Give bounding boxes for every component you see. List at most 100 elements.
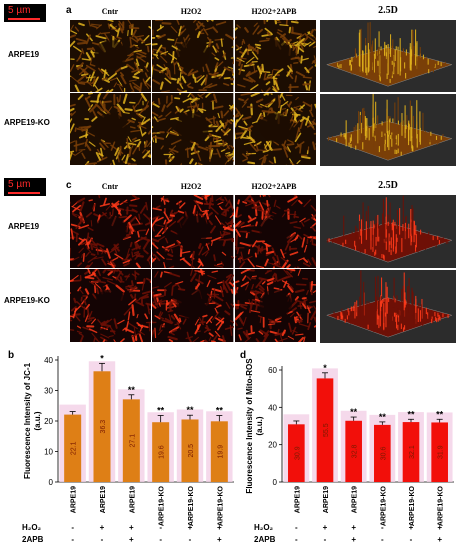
chart-d-apb-label: 2APB	[254, 535, 276, 544]
chart-d-significance: **	[407, 409, 415, 419]
chart-b-significance: **	[157, 406, 165, 416]
chart-d-significance: **	[350, 407, 358, 417]
grid-a-tile-0-1	[152, 20, 234, 92]
chart-b-bar	[64, 414, 82, 482]
scale-bar-bottom-label: 5 µm	[8, 179, 31, 190]
chart-d-h2o2-sign: +	[437, 523, 442, 532]
chart-d-category-label: ARPE19-KO	[409, 485, 416, 526]
chart-d-apb-sign: +	[437, 535, 442, 544]
chart-b-h2o2-sign: +	[100, 523, 105, 532]
chart-d-category-label: ARPE19-KO	[380, 485, 387, 526]
panel-a-letter: a	[66, 5, 72, 16]
grid-a-tile-0-2	[234, 20, 316, 92]
chart-b-apb-sign: -	[159, 535, 162, 544]
chart-d-apb-sign: -	[410, 535, 413, 544]
chart-b-category-label: ARPE19	[100, 486, 107, 513]
chart-b-category-label: ARPE19	[129, 486, 136, 513]
panel-a-col-h2o2-2apb: H2O2+2APB	[251, 7, 297, 16]
chart-d-value-label: 32.8	[352, 444, 359, 458]
chart-d-bar	[374, 424, 391, 482]
scale-bar-top-line	[8, 18, 40, 20]
chart-b-apb-sign: -	[101, 535, 104, 544]
grid-a-tile-1-1	[152, 93, 234, 165]
chart-b-category-label: ARPE19	[71, 486, 78, 513]
panel-a-col-cntr: Cntr	[101, 7, 119, 16]
chart-d-category-label: ARPE19	[352, 486, 359, 513]
panel-c-col-3d: 2.5D	[378, 180, 398, 191]
chart-b-significance: *	[100, 353, 104, 363]
chart-d-apb-sign: -	[381, 535, 384, 544]
chart-b-value-label: 19.6	[159, 445, 166, 459]
grid-c-tile-0-0	[70, 195, 152, 268]
scale-bar-bottom-line	[8, 192, 40, 194]
grid-c-tile-1-0	[70, 269, 152, 342]
chart-b-value-label: 22.1	[71, 441, 78, 455]
chart-b-h2o2-sign: +	[129, 523, 134, 532]
panel-c-row-arpe19-ko: ARPE19-KO	[4, 296, 50, 305]
grid-c-tile-0-1	[152, 195, 234, 268]
chart-d-apb-sign: -	[324, 535, 327, 544]
grid-c-tile-1-2	[234, 269, 316, 342]
panel-a-image-grid	[70, 20, 316, 166]
chart-b-h2o2-sign: +	[188, 523, 193, 532]
chart-d-h2o2-sign: +	[351, 523, 356, 532]
grid-a-tile-0-0	[70, 20, 152, 92]
panel-c-col-cntr: Cntr	[101, 182, 119, 191]
chart-b-apb-sign: +	[129, 535, 134, 544]
chart-b-ylabel: Fluorescence Intensity of JC-1(a.u.)	[23, 362, 42, 479]
three-a-plot-0	[320, 20, 456, 92]
panel-c-col-h2o2-2apb: H2O2+2APB	[251, 182, 297, 191]
panel-c-letter: c	[66, 180, 72, 191]
chart-b-significance: **	[216, 406, 224, 416]
chart-b-h2o2-sign: -	[159, 523, 162, 532]
chart-b-h2o2-sign: +	[217, 523, 222, 532]
chart-d-apb-sign: +	[351, 535, 356, 544]
chart-d-h2o2-sign: +	[409, 523, 414, 532]
panel-c-image-grid	[70, 195, 316, 343]
chart-b-jc1: b Fluorescence Intensity of JC-1(a.u.) 0 10…	[8, 350, 234, 544]
panel-c-row-arpe19: ARPE19	[8, 222, 40, 231]
chart-b-value-label: 20.5	[188, 444, 195, 458]
chart-b-significance: **	[128, 385, 136, 395]
chart-b-ytick-label: 20	[44, 417, 53, 426]
three-c-plot-0	[320, 195, 456, 268]
chart-d-significance: **	[379, 412, 387, 422]
chart-d-category-label: ARPE19	[323, 486, 330, 513]
chart-b-ytick-label: 10	[44, 448, 53, 457]
chart-b-bar	[210, 421, 228, 482]
grid-a-tile-1-2	[234, 93, 316, 165]
chart-b-bar	[122, 399, 140, 482]
chart-b-apb-label: 2APB	[22, 535, 44, 544]
chart-b-h2o2-label: H₂O₂	[22, 523, 42, 532]
panel-c-col-h2o2: H2O2	[180, 182, 202, 191]
panel-a-col-3d: 2.5D	[378, 5, 398, 16]
panel-a-col-h2o2: H2O2	[180, 7, 202, 16]
chart-d-h2o2-sign: -	[295, 523, 298, 532]
three-a-plot-1	[320, 94, 456, 166]
chart-d-apb-sign: -	[295, 535, 298, 544]
chart-d-ytick-label: 60	[268, 366, 277, 375]
chart-b-value-label: 19.9	[217, 445, 224, 459]
chart-d-value-label: 30.6	[380, 447, 387, 461]
grid-c-tile-0-2	[234, 195, 316, 268]
scale-bar-bottom: 5 µm	[4, 178, 46, 196]
scale-bar-top: 5 µm	[4, 4, 46, 22]
chart-b-bar	[152, 422, 170, 482]
chart-b-apb-sign: +	[217, 535, 222, 544]
chart-d-category-label: ARPE19	[294, 486, 301, 513]
chart-d-letter: d	[240, 350, 246, 361]
scale-bar-top-label: 5 µm	[8, 5, 31, 16]
chart-b-value-label: 36.3	[100, 420, 107, 434]
chart-d-significance: **	[436, 409, 444, 419]
chart-d-significance: *	[323, 363, 327, 373]
chart-d-value-label: 30.9	[294, 446, 301, 460]
chart-b-h2o2-sign: -	[71, 523, 74, 532]
chart-b-apb-sign: -	[189, 535, 192, 544]
chart-d-ytick-label: 40	[268, 403, 277, 412]
chart-b-bar	[93, 371, 111, 482]
chart-d-bar	[345, 420, 362, 482]
chart-d-bar	[402, 422, 420, 482]
chart-b-bar	[181, 419, 199, 482]
chart-b-letter: b	[8, 350, 14, 361]
